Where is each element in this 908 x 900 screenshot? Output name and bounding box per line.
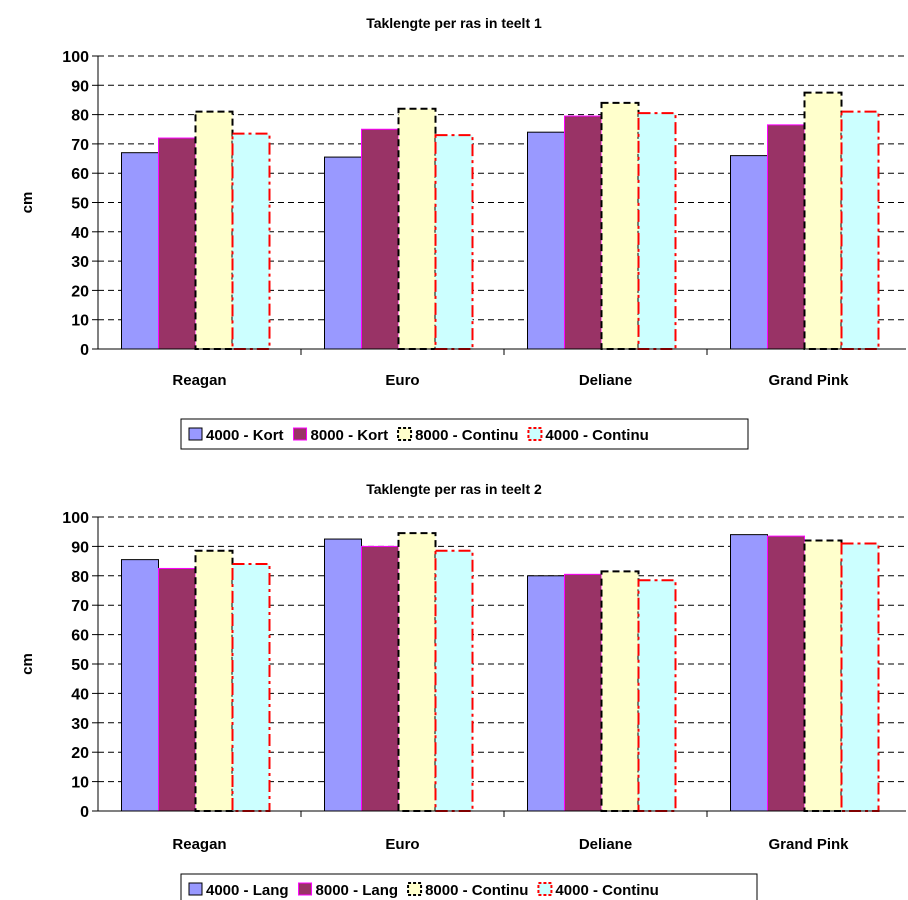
y-axis-label: cm [19,192,36,214]
legend-label: 8000 - Lang [316,882,399,899]
y-tick-label: 60 [71,628,89,645]
bar-reagan-2 [158,137,196,350]
bar-grand-pink-3 [803,539,843,813]
category-label: Euro [385,836,419,853]
bar-grand-pink-1 [730,534,768,812]
category-label: Reagan [172,836,226,853]
y-tick-label: 80 [71,569,89,586]
legend-box [180,418,749,450]
bar-reagan-2 [158,567,196,812]
y-tick-label: 90 [71,78,89,95]
chart-title: Taklengte per ras in teelt 1 [366,15,542,31]
bar-reagan-1 [121,152,159,350]
bar-deliane-3 [600,570,640,813]
y-tick-label: 20 [71,745,89,762]
y-tick-label: 20 [71,283,89,300]
y-tick-label: 10 [71,313,89,330]
bar-grand-pink-2 [767,535,805,812]
legend-label: 8000 - Continu [415,427,518,444]
legend-swatch [527,427,543,441]
legend-swatch [298,882,313,896]
chart-2: Taklengte per ras in teelt 2 cm 0 10 20 30 40 5… [19,481,906,900]
y-tick-label: 60 [71,166,89,183]
y-tick-label: 30 [71,716,89,733]
bar-euro-2 [361,128,399,350]
y-tick-label: 70 [71,137,89,154]
bar-deliane-1 [527,575,565,812]
bar-euro-4 [434,549,474,812]
bar-grand-pink-2 [767,124,805,350]
bar-grand-pink-1 [730,155,768,350]
y-tick-label: 50 [71,657,89,674]
bar-reagan-3 [194,549,234,812]
y-tick-label: 70 [71,598,89,615]
bar-deliane-4 [637,579,677,813]
legend-label: 8000 - Continu [425,882,528,899]
legend-swatch [537,882,553,896]
y-tick-label: 100 [62,49,89,66]
legend-swatch [407,882,423,896]
legend-label: 4000 - Kort [206,427,284,444]
bar-deliane-1 [527,131,565,350]
category-label: Deliane [579,836,632,853]
bar-reagan-4 [231,132,271,350]
y-tick-label: 80 [71,108,89,125]
bar-deliane-4 [637,112,677,351]
category-label: Grand Pink [768,372,849,389]
category-label: Deliane [579,372,632,389]
bar-deliane-2 [564,573,602,812]
legend-label: 4000 - Continu [545,427,648,444]
bar-grand-pink-3 [803,91,843,350]
legend-swatch [293,427,308,441]
y-tick-label: 40 [71,225,89,242]
legend-swatch [188,427,203,441]
bar-reagan-1 [121,559,159,812]
y-axis-label: cm [19,653,36,675]
y-tick-label: 40 [71,686,89,703]
legend-label: 4000 - Lang [206,882,289,899]
bar-grand-pink-4 [840,542,880,813]
bar-euro-1 [324,156,362,350]
bar-euro-2 [361,545,399,812]
bar-grand-pink-4 [840,110,880,350]
bar-reagan-3 [194,110,234,350]
category-label: Euro [385,372,419,389]
y-tick-label: 0 [80,804,89,821]
bar-reagan-4 [231,563,271,812]
category-label: Grand Pink [768,836,849,853]
legend-label: 4000 - Continu [555,882,658,899]
bar-deliane-2 [564,115,602,350]
y-tick-label: 100 [62,510,89,527]
legend-swatch [397,427,413,441]
chart-1: Taklengte per ras in teelt 1 cm 0 10 20 30 40 5… [19,15,906,450]
bar-euro-4 [434,134,474,350]
y-tick-label: 10 [71,775,89,792]
legend-swatch [188,882,203,896]
y-tick-label: 90 [71,539,89,556]
legend-box [180,873,758,900]
bar-euro-1 [324,538,362,812]
y-tick-label: 0 [80,342,89,359]
category-label: Reagan [172,372,226,389]
bar-euro-3 [397,107,437,350]
legend-label: 8000 - Kort [311,427,389,444]
bar-euro-3 [397,532,437,812]
legend: 4000 - Kort 8000 - Kort 8000 - Continu 4000… [180,418,749,450]
y-tick-label: 30 [71,254,89,271]
legend: 4000 - Lang 8000 - Lang 8000 - Continu 4000… [180,873,758,900]
bar-deliane-3 [600,101,640,350]
y-tick-label: 50 [71,196,89,213]
chart-title: Taklengte per ras in teelt 2 [366,481,542,497]
